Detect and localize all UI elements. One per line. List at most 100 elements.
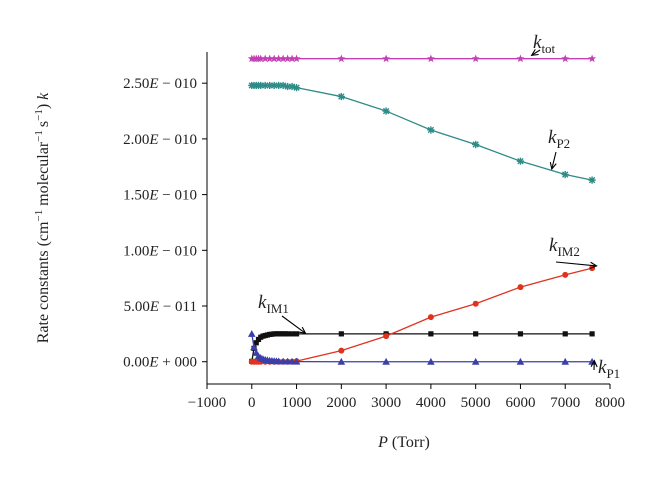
data-point-asterisk xyxy=(427,126,435,134)
x-tick-label: −1000 xyxy=(188,395,226,411)
data-point-square xyxy=(293,331,300,337)
annotation-arrow-k-im1 xyxy=(281,315,306,334)
annotation-k-p1: kP1 xyxy=(590,357,620,381)
series-3 xyxy=(248,265,596,365)
data-point-asterisk xyxy=(288,82,296,91)
data-point-circle xyxy=(562,271,569,278)
x-axis-title: P (Torr) xyxy=(377,434,430,451)
annotation-arrowhead xyxy=(589,261,598,269)
data-point-asterisk xyxy=(588,176,596,184)
svg-text:kIM1: kIM1 xyxy=(258,292,289,316)
annotation-k-im1: kIM1 xyxy=(258,292,307,335)
series-line xyxy=(251,84,593,181)
series-line xyxy=(251,333,593,362)
y-tick-label: 0.00E + 000 xyxy=(123,355,197,371)
y-tick-label: 2.00E − 010 xyxy=(123,132,197,148)
data-point-square xyxy=(338,331,344,337)
data-point-triangle xyxy=(382,357,390,365)
svg-text:kIM2: kIM2 xyxy=(549,235,580,259)
data-point-asterisk xyxy=(279,81,287,90)
annotation-arrowhead xyxy=(590,359,598,368)
annotation-arrowhead xyxy=(549,162,557,171)
data-point-asterisk xyxy=(275,81,283,90)
data-point-star xyxy=(261,54,270,63)
series-2 xyxy=(249,331,595,364)
y-tick-label: 5.00E − 011 xyxy=(124,299,197,315)
data-point-star xyxy=(382,54,391,63)
plot-frame xyxy=(206,52,610,385)
x-tick-label: 7000 xyxy=(550,395,580,411)
y-axis-title: Rate constants (cm−1 molecular−1s−1) k xyxy=(33,92,52,343)
svg-text:kP2: kP2 xyxy=(548,127,570,151)
data-point-star xyxy=(588,54,597,63)
data-point-triangle xyxy=(292,357,301,365)
data-point-triangle xyxy=(427,357,435,365)
x-tick-label: 6000 xyxy=(505,395,535,411)
x-axis-ticks: −1000 0 1000 2000 3000 4000 5000 6000 7000 8000 xyxy=(188,384,625,411)
y-tick-label: 2.50E − 010 xyxy=(123,76,197,92)
data-point-triangle xyxy=(471,357,480,365)
annotation-arrowhead xyxy=(298,326,307,335)
data-point-star xyxy=(292,54,301,63)
data-point-star xyxy=(279,54,288,63)
x-tick-label: 3000 xyxy=(371,395,401,411)
data-point-asterisk xyxy=(257,81,265,90)
annotation-k-p2: kP2 xyxy=(548,127,570,171)
data-point-star xyxy=(561,54,570,63)
x-tick-label: 0 xyxy=(248,395,256,411)
annotation-arrow-k-im2 xyxy=(555,261,597,267)
y-axis-ticks: 0.00E + 000 5.00E − 011 1.00E − 010 1.50E −… xyxy=(123,76,207,371)
data-point-square xyxy=(428,331,434,337)
x-tick-label: 5000 xyxy=(461,395,491,411)
annotation-arrow-k-tot xyxy=(531,49,541,56)
series-layer xyxy=(247,54,597,365)
annotation-arrow-k-p2 xyxy=(551,151,557,170)
data-point-asterisk xyxy=(561,170,569,179)
data-point-asterisk xyxy=(472,140,480,149)
data-point-square xyxy=(289,331,295,337)
data-point-circle xyxy=(472,300,479,307)
annotation-arrowhead xyxy=(530,49,539,57)
data-point-circle xyxy=(383,333,390,340)
svg-text:kP1: kP1 xyxy=(598,357,620,381)
data-point-circle xyxy=(427,314,434,321)
x-tick-label: 8000 xyxy=(595,395,625,411)
data-point-star xyxy=(471,54,480,63)
data-point-asterisk xyxy=(261,81,269,90)
data-point-asterisk xyxy=(382,107,390,115)
annotation-k-im2: kIM2 xyxy=(549,235,598,269)
data-point-star xyxy=(426,54,435,63)
series-4 xyxy=(247,330,596,365)
data-point-asterisk xyxy=(337,92,345,101)
x-tick-label: 1000 xyxy=(282,395,312,411)
data-point-square xyxy=(562,331,568,337)
data-point-star xyxy=(516,54,525,63)
data-point-asterisk xyxy=(270,81,278,90)
data-point-triangle xyxy=(247,330,256,337)
annotation-k-tot: ktot xyxy=(530,32,556,57)
data-point-star xyxy=(256,54,265,63)
data-point-star xyxy=(274,54,283,63)
data-point-triangle xyxy=(516,357,525,365)
data-point-square xyxy=(517,331,524,337)
data-point-circle xyxy=(517,284,524,291)
data-point-circle xyxy=(338,347,345,354)
data-point-star xyxy=(337,54,346,63)
x-tick-label: 2000 xyxy=(326,395,356,411)
svg-text:ktot: ktot xyxy=(533,32,556,56)
x-tick-label: 4000 xyxy=(416,395,446,411)
data-point-star xyxy=(265,54,274,63)
data-point-triangle xyxy=(250,343,258,351)
series-line xyxy=(251,267,593,363)
data-point-triangle xyxy=(337,357,346,365)
y-tick-label: 1.00E − 010 xyxy=(123,243,197,259)
data-point-asterisk xyxy=(284,82,292,91)
data-point-asterisk xyxy=(292,84,301,92)
series-1 xyxy=(248,81,596,184)
data-point-square xyxy=(589,331,595,337)
data-point-asterisk xyxy=(266,81,274,90)
data-point-star xyxy=(270,54,279,63)
series-0 xyxy=(247,54,597,63)
y-tick-label: 1.50E − 010 xyxy=(123,188,197,204)
